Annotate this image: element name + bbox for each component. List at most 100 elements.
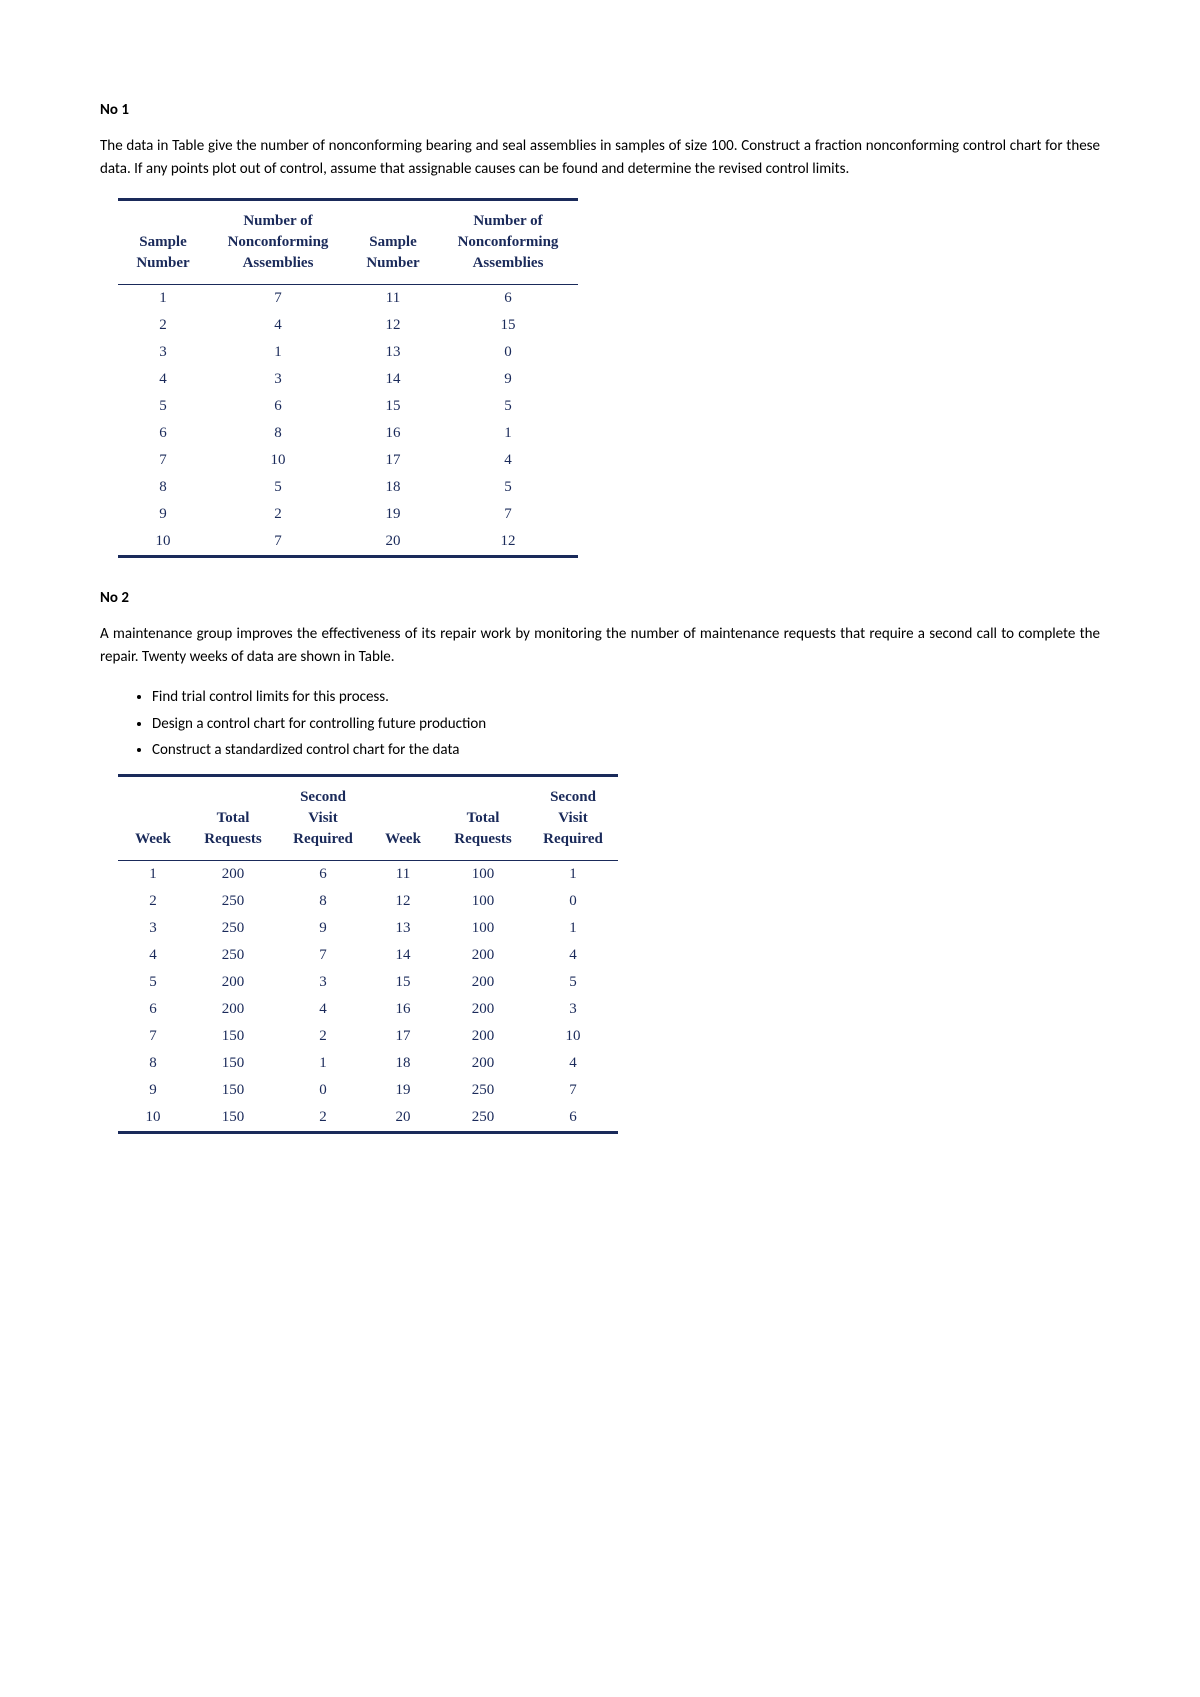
table-cell: 3 xyxy=(208,366,348,393)
table-cell: 12 xyxy=(438,528,578,557)
table-cell: 4 xyxy=(278,996,368,1023)
table-cell: 7 xyxy=(528,1077,618,1104)
table-cell: 15 xyxy=(348,393,438,420)
table-cell: 19 xyxy=(368,1077,438,1104)
table-row: 12006111001 xyxy=(118,860,618,888)
q2-heading: No 2 xyxy=(100,588,1100,609)
table-row: 101502202506 xyxy=(118,1104,618,1133)
q2-th-sec1: Second Visit Required xyxy=(278,775,368,860)
table-cell: 150 xyxy=(188,1104,278,1133)
table-row: 31130 xyxy=(118,339,578,366)
q2-th-week1: Week xyxy=(118,775,188,860)
q2-bullet-0: Find trial control limits for this proce… xyxy=(152,686,1100,709)
table-cell: 100 xyxy=(438,860,528,888)
table-cell: 8 xyxy=(118,474,208,501)
table-cell: 14 xyxy=(368,942,438,969)
q1-table-body: 1711624121531130431495615568161710174851… xyxy=(118,285,578,557)
table-cell: 2 xyxy=(118,312,208,339)
table-cell: 13 xyxy=(368,915,438,942)
table-cell: 9 xyxy=(118,1077,188,1104)
table-cell: 4 xyxy=(208,312,348,339)
table-cell: 150 xyxy=(188,1023,278,1050)
table-cell: 0 xyxy=(278,1077,368,1104)
q1-th-nonconf2: Number of Nonconforming Assemblies xyxy=(438,200,578,285)
table-cell: 1 xyxy=(528,915,618,942)
table-row: 68161 xyxy=(118,420,578,447)
table-cell: 20 xyxy=(368,1104,438,1133)
q2-table: Week Total Requests Second Visit Require… xyxy=(118,774,618,1134)
table-cell: 2 xyxy=(118,888,188,915)
table-row: 85185 xyxy=(118,474,578,501)
table-cell: 4 xyxy=(528,942,618,969)
table-cell: 18 xyxy=(348,474,438,501)
table-cell: 7 xyxy=(118,447,208,474)
table-cell: 150 xyxy=(188,1077,278,1104)
table-row: 56155 xyxy=(118,393,578,420)
table-cell: 9 xyxy=(278,915,368,942)
table-row: 62004162003 xyxy=(118,996,618,1023)
table-cell: 200 xyxy=(438,1050,528,1077)
q2-bullet-1: Design a control chart for controlling f… xyxy=(152,713,1100,736)
table-cell: 3 xyxy=(118,915,188,942)
table-cell: 5 xyxy=(438,474,578,501)
table-cell: 5 xyxy=(118,969,188,996)
table-cell: 17 xyxy=(368,1023,438,1050)
q1-th-sample1: Sample Number xyxy=(118,200,208,285)
table-row: 92197 xyxy=(118,501,578,528)
table-cell: 9 xyxy=(118,501,208,528)
table-cell: 1 xyxy=(208,339,348,366)
table-cell: 5 xyxy=(118,393,208,420)
table-cell: 200 xyxy=(438,942,528,969)
table-cell: 6 xyxy=(208,393,348,420)
table-cell: 13 xyxy=(348,339,438,366)
table-cell: 100 xyxy=(438,915,528,942)
table-cell: 6 xyxy=(118,996,188,1023)
table-cell: 200 xyxy=(188,860,278,888)
q2-th-req2: Total Requests xyxy=(438,775,528,860)
table-cell: 1 xyxy=(118,285,208,313)
table-cell: 250 xyxy=(438,1077,528,1104)
table-cell: 250 xyxy=(188,888,278,915)
table-cell: 200 xyxy=(438,1023,528,1050)
table-cell: 6 xyxy=(528,1104,618,1133)
q2-th-sec2: Second Visit Required xyxy=(528,775,618,860)
table-cell: 1 xyxy=(528,860,618,888)
table-cell: 6 xyxy=(118,420,208,447)
q2-table-body: 1200611100122508121000325091310014250714… xyxy=(118,860,618,1132)
table-cell: 250 xyxy=(438,1104,528,1133)
table-cell: 250 xyxy=(188,915,278,942)
table-cell: 4 xyxy=(118,942,188,969)
table-row: 710174 xyxy=(118,447,578,474)
table-cell: 6 xyxy=(278,860,368,888)
table-cell: 15 xyxy=(368,969,438,996)
q1-th-nonconf1: Number of Nonconforming Assemblies xyxy=(208,200,348,285)
table-cell: 14 xyxy=(348,366,438,393)
table-row: 42507142004 xyxy=(118,942,618,969)
table-cell: 100 xyxy=(438,888,528,915)
table-row: 91500192507 xyxy=(118,1077,618,1104)
table-row: 715021720010 xyxy=(118,1023,618,1050)
table-row: 241215 xyxy=(118,312,578,339)
table-cell: 19 xyxy=(348,501,438,528)
table-cell: 20 xyxy=(348,528,438,557)
table-cell: 4 xyxy=(438,447,578,474)
q1-heading: No 1 xyxy=(100,100,1100,121)
table-cell: 11 xyxy=(348,285,438,313)
table-cell: 18 xyxy=(368,1050,438,1077)
table-row: 81501182004 xyxy=(118,1050,618,1077)
table-cell: 200 xyxy=(438,969,528,996)
table-cell: 8 xyxy=(208,420,348,447)
table-cell: 1 xyxy=(438,420,578,447)
q2-bullet-2: Construct a standardized control chart f… xyxy=(152,739,1100,762)
table-cell: 7 xyxy=(208,528,348,557)
table-cell: 3 xyxy=(118,339,208,366)
q1-paragraph: The data in Table give the number of non… xyxy=(100,135,1100,180)
q2-th-req1: Total Requests xyxy=(188,775,278,860)
table-cell: 5 xyxy=(208,474,348,501)
table-cell: 5 xyxy=(528,969,618,996)
table-cell: 5 xyxy=(438,393,578,420)
table-cell: 2 xyxy=(208,501,348,528)
q2-bullets: Find trial control limits for this proce… xyxy=(152,686,1100,762)
table-row: 22508121000 xyxy=(118,888,618,915)
table-row: 32509131001 xyxy=(118,915,618,942)
